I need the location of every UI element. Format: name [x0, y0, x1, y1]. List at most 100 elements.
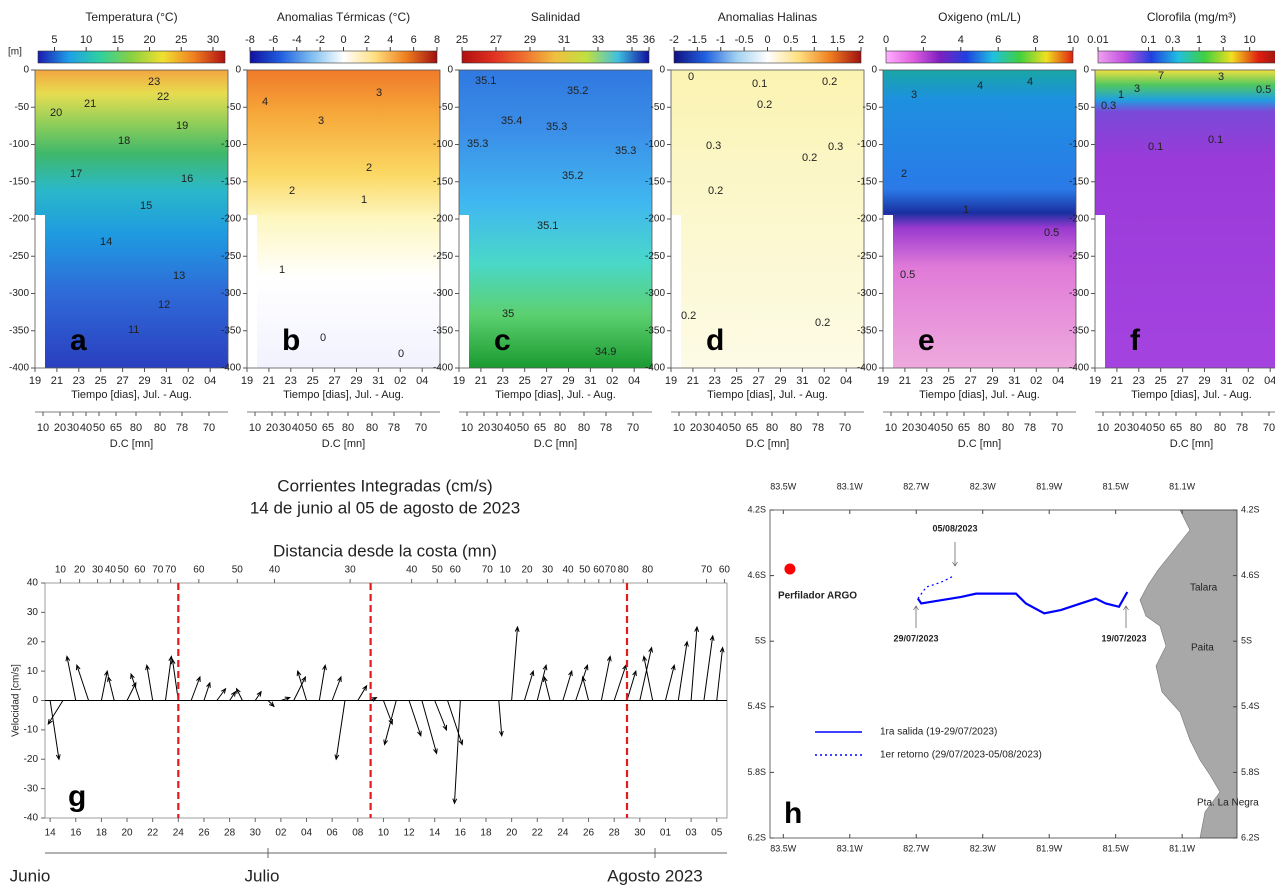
contour-label: 19 [176, 120, 188, 132]
dc-tick-label: 70 [415, 422, 427, 434]
contour-label: 13 [173, 270, 185, 282]
colorbar-tick-label: 10 [80, 34, 92, 46]
dc-tick-label: 20 [1114, 422, 1126, 434]
current-vector [536, 664, 548, 701]
coast-mask [35, 215, 45, 368]
current-vector [293, 675, 307, 701]
y-tick-label: -150 [1069, 176, 1089, 187]
y-tick-label: 4.6S [1241, 570, 1260, 580]
dc-tick-label: 70 [1263, 422, 1275, 434]
current-vector [100, 669, 109, 701]
dc-tick-label: 40 [716, 422, 728, 434]
colorbar-tick-label: 1 [1196, 34, 1202, 46]
colorbar-tick-label: 31 [558, 34, 570, 46]
x-tick-label: 22 [147, 828, 159, 839]
current-vector [383, 700, 397, 746]
x-tick-label: 16 [70, 828, 82, 839]
x-tick-label: 04 [1264, 375, 1275, 387]
x-tick-label: 04 [628, 375, 640, 387]
y-tick-label: -400 [857, 363, 877, 374]
contour-label: 1 [361, 194, 367, 206]
x-tick-label: 21 [51, 375, 63, 387]
x-tick-label: 31 [796, 375, 808, 387]
x2-tick-label: 70 [165, 565, 177, 576]
dc-tick-label: 70 [1051, 422, 1063, 434]
panel-title: Clorofila (mg/m³) [1147, 10, 1236, 24]
y-tick-label: -250 [645, 251, 665, 262]
current-vector [235, 687, 243, 701]
current-vector [130, 672, 141, 701]
dc-axis-label: D.C [mn] [1170, 438, 1213, 450]
y-tick-label: 0 [871, 65, 877, 76]
y-tick-label: 0 [23, 65, 29, 76]
y-tick-label: -400 [9, 363, 29, 374]
contour-label: 0.1 [1148, 141, 1163, 153]
contour-label: 16 [181, 173, 193, 185]
x-tick-label: 23 [709, 375, 721, 387]
x-tick-label: 31 [372, 375, 384, 387]
y-tick-label: -200 [221, 214, 241, 225]
contour-label: 0.2 [822, 76, 837, 88]
contour-label: 35.1 [537, 220, 558, 232]
dc-tick-label: 40 [928, 422, 940, 434]
dc-tick-label: 80 [1002, 422, 1014, 434]
contour-label: 0.5 [1256, 84, 1271, 96]
dc-tick-label: 65 [1170, 422, 1182, 434]
x2-tick-label: 30 [92, 565, 104, 576]
dc-tick-label: 78 [1236, 422, 1248, 434]
x-tick-label: 31 [1008, 375, 1020, 387]
contour-label: 35.3 [615, 145, 636, 157]
x-axis-label: Tiempo [dias], Jul. - Aug. [1131, 389, 1252, 401]
contour-label: 34.9 [595, 346, 616, 358]
y-tick-label: -100 [645, 139, 665, 150]
x2-tick-label: 50 [118, 565, 130, 576]
coastline [1139, 509, 1238, 839]
contour-label: 0.2 [757, 99, 772, 111]
x-tick-label: 14 [45, 828, 57, 839]
colorbar-tick-label: 25 [175, 34, 187, 46]
legend-label: 1er retorno (29/07/2023-05/08/2023) [880, 750, 1042, 761]
dc-tick-label: 20 [54, 422, 66, 434]
panel-title: Anomalias Térmicas (°C) [277, 10, 410, 24]
x-tick-label: 21 [899, 375, 911, 387]
y-tick-label: -50 [439, 102, 454, 113]
coast-mask [671, 215, 681, 368]
x-tick-label: 02 [394, 375, 406, 387]
contour-label: 18 [118, 135, 130, 147]
y-tick-label: 0 [447, 65, 453, 76]
colorbar-tick-label: 8 [434, 34, 440, 46]
y-tick-label: 40 [27, 578, 39, 589]
colorbar-tick-label: -2 [669, 34, 679, 46]
y-tick-label: -350 [1069, 325, 1089, 336]
date-annotation: 05/08/2023 [932, 523, 977, 533]
contour-label: 4 [1027, 76, 1033, 88]
panel-letter: g [68, 780, 86, 813]
dc-tick-label: 10 [885, 422, 897, 434]
current-vector [75, 664, 90, 701]
dc-tick-label: 50 [517, 422, 529, 434]
current-vector [331, 675, 342, 701]
current-vector [639, 646, 653, 701]
x-axis-label: Tiempo [dias], Jul. - Aug. [495, 389, 616, 401]
y-axis-label: [m] [8, 47, 22, 58]
x-tick-label: 29 [350, 375, 362, 387]
contour-label: 0.3 [1101, 100, 1116, 112]
coast-mask [1095, 215, 1105, 368]
current-vector [581, 675, 590, 701]
x-tick-label: 81.9W [1036, 481, 1063, 491]
x-tick-label: 19 [1089, 375, 1101, 387]
dc-tick-label: 78 [388, 422, 400, 434]
y-tick-label: -350 [9, 325, 29, 336]
month-label: Agosto 2023 [607, 866, 702, 885]
x-tick-label: 24 [557, 828, 569, 839]
y-tick-label: -400 [1069, 363, 1089, 374]
colorbar [1097, 50, 1275, 64]
x-tick-label: 06 [327, 828, 339, 839]
x2-tick-label: 70 [605, 565, 617, 576]
contour-field [883, 70, 1076, 368]
contour-label: 3 [1134, 83, 1140, 95]
colorbar-tick-label: 2 [364, 34, 370, 46]
x2-tick-label: 20 [74, 565, 86, 576]
dc-tick-label: 50 [729, 422, 741, 434]
x2-tick-label: 60 [593, 565, 605, 576]
